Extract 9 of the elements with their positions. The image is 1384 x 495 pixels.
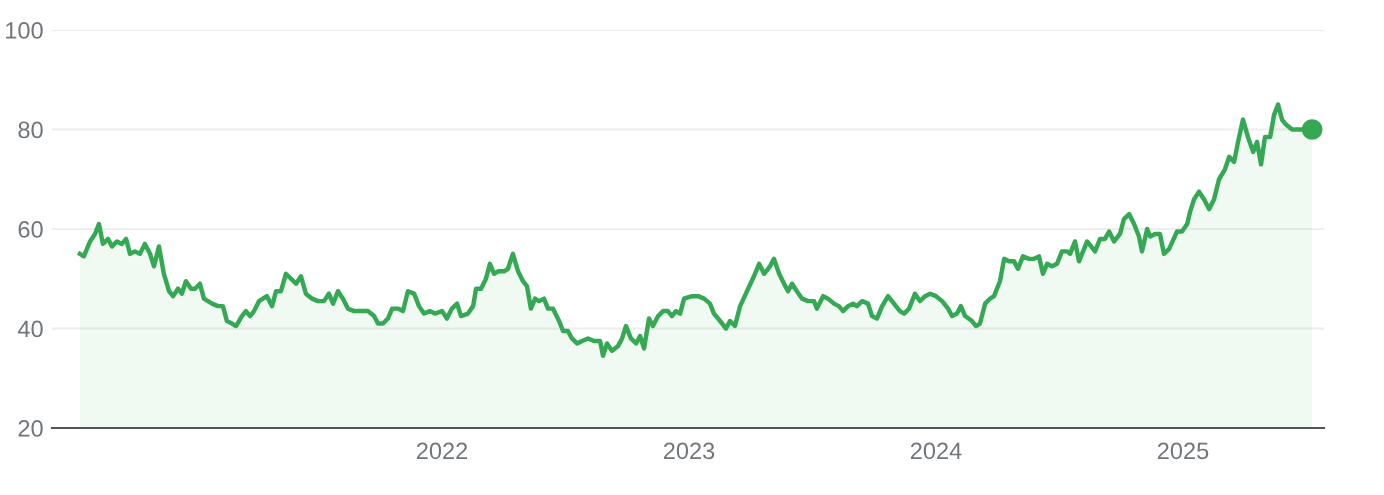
y-tick-label: 60 xyxy=(18,221,43,238)
x-tick-label: 2022 xyxy=(416,442,468,460)
y-tick-label: 80 xyxy=(18,121,43,139)
y-tick-label: 20 xyxy=(18,420,43,437)
y-tick-label: 100 xyxy=(6,22,43,39)
x-tick-label: 2023 xyxy=(663,442,715,460)
x-tick-label: 2024 xyxy=(910,442,962,460)
x-tick-label: 2025 xyxy=(1157,442,1209,460)
y-tick-label: 40 xyxy=(17,320,43,338)
